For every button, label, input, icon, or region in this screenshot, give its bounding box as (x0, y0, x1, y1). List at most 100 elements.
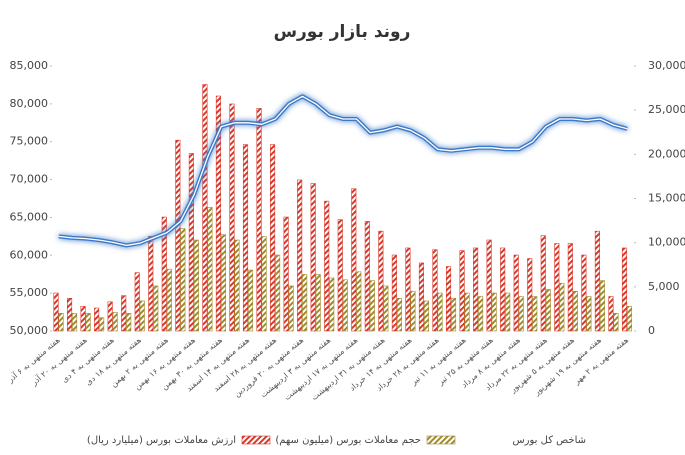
bar (572, 290, 578, 332)
y2-tick-label: 25,000 (648, 103, 685, 116)
y2-tick-label: 15,000 (648, 192, 685, 205)
bar (283, 216, 289, 332)
bar (58, 313, 64, 332)
bar (432, 249, 438, 332)
bar (229, 103, 235, 332)
legend-label: حجم معاملات بورس (میلیون سهم) (275, 435, 421, 446)
bar (202, 84, 208, 332)
y2-tick-label: 20,000 (648, 147, 685, 160)
bar (121, 295, 127, 332)
bar (378, 230, 384, 332)
y-tick-label: 50,000 (10, 324, 49, 337)
bar (53, 292, 59, 332)
bar (297, 179, 303, 332)
bar (94, 307, 100, 332)
bar (418, 262, 425, 332)
bar (166, 268, 172, 332)
bar (139, 300, 145, 332)
legend-swatch (241, 435, 271, 445)
bar (207, 207, 213, 332)
bar (540, 235, 546, 332)
bar (112, 312, 118, 332)
chart-title: روند بازار بورس (274, 22, 411, 42)
bar (621, 247, 628, 332)
bar (581, 254, 587, 332)
bar (85, 313, 91, 332)
legend-swatch (426, 435, 456, 445)
bar (594, 230, 600, 332)
bar (554, 243, 560, 332)
bar (193, 239, 199, 332)
bar (410, 290, 416, 332)
bar (337, 219, 343, 332)
bar (134, 272, 140, 332)
y-tick-label: 80,000 (10, 97, 49, 110)
y-tick-label: 75,000 (10, 135, 49, 148)
bar (324, 200, 330, 332)
bar (613, 313, 619, 332)
bar (351, 188, 357, 332)
bar (99, 317, 105, 332)
y-tick-label: 70,000 (10, 173, 49, 186)
bar (261, 236, 267, 332)
bar (153, 285, 159, 332)
bar (369, 280, 375, 332)
bar (234, 239, 240, 332)
bar (275, 254, 281, 332)
bar (80, 305, 86, 332)
y-tick-label: 85,000 (10, 59, 49, 72)
bar (356, 271, 362, 332)
bar (126, 313, 132, 332)
bar (478, 296, 484, 332)
bar (527, 258, 533, 332)
bar (329, 277, 335, 332)
bar (342, 279, 348, 332)
y2-tick-label: 5,000 (648, 280, 680, 293)
bar (188, 153, 194, 332)
bar (315, 274, 321, 332)
bar (270, 144, 276, 332)
bar (310, 183, 316, 332)
bar (242, 144, 249, 332)
bar (559, 282, 565, 332)
bar (391, 254, 397, 332)
bar (175, 139, 181, 332)
bar (220, 234, 226, 332)
bar (500, 247, 506, 332)
bar (567, 243, 573, 332)
bar (608, 296, 614, 332)
bar (247, 269, 254, 332)
bar (405, 247, 411, 332)
y-tick-label: 55,000 (10, 286, 49, 299)
bar (107, 301, 113, 332)
bar (586, 296, 592, 332)
bar (459, 250, 465, 332)
bar (518, 296, 524, 332)
bar (599, 280, 605, 332)
y2-tick-label: 30,000 (648, 59, 685, 72)
legend-label: شاخص کل بورس (512, 435, 586, 446)
bar (67, 298, 73, 332)
bar (383, 285, 389, 332)
legend-label: ارزش معاملات بورس (میلیارد ریال) (87, 435, 236, 446)
line-core (58, 95, 628, 247)
y-tick-label: 60,000 (10, 248, 49, 261)
bar (148, 236, 154, 332)
y2-tick-label: 10,000 (648, 236, 685, 249)
bar (180, 228, 186, 332)
bar (302, 274, 308, 332)
y2-tick-label: 0 (648, 324, 655, 337)
bar (491, 292, 497, 332)
bar (256, 108, 262, 332)
bar (288, 285, 294, 332)
y-tick-label: 65,000 (10, 210, 49, 223)
bar (532, 296, 538, 332)
bar (486, 239, 492, 332)
bar (445, 266, 452, 332)
bar (626, 305, 633, 332)
bar (545, 289, 551, 332)
bar (423, 300, 430, 332)
bar (161, 216, 167, 332)
bar (505, 292, 511, 332)
